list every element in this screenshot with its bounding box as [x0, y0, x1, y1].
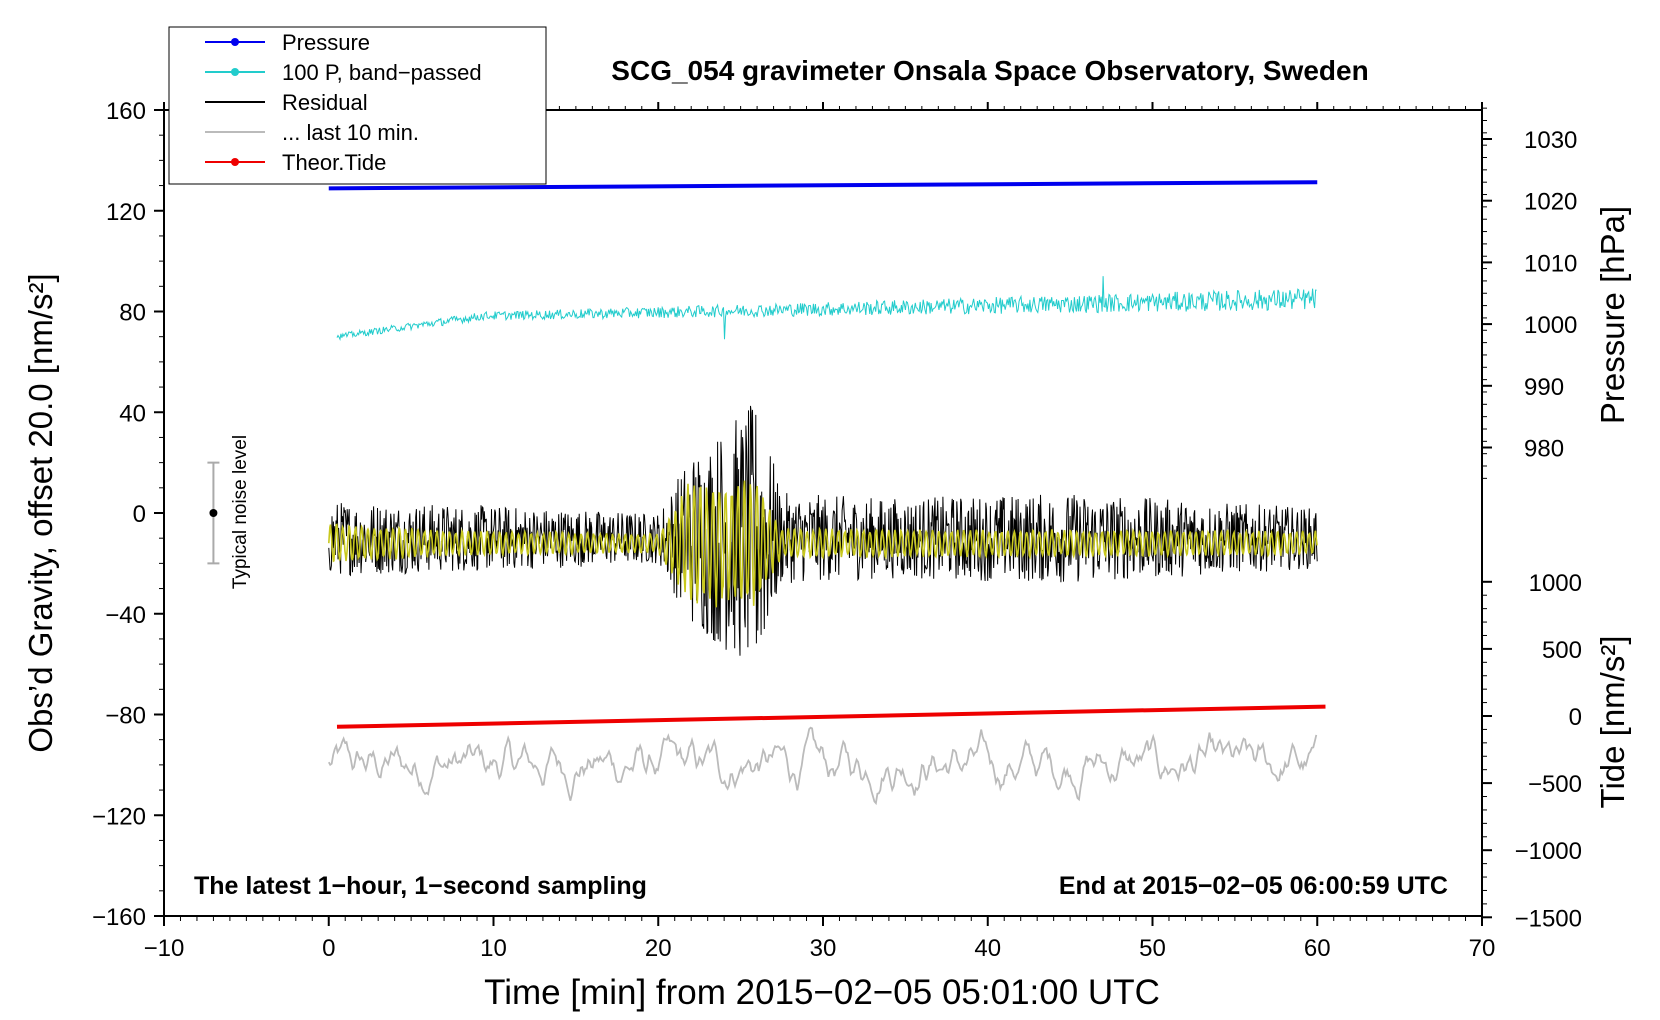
series-last-10-min	[328, 726, 1318, 806]
x-tick-label: 0	[322, 935, 335, 962]
legend-marker	[231, 38, 239, 46]
axes-layer: −10 0 10 20 30 40 50 60 70−160−120−80−4004080120…	[92, 98, 1582, 962]
chart-title: SCG_054 gravimeter Onsala Space Observat…	[611, 55, 1368, 86]
pressure-tick-label: 1010	[1524, 250, 1577, 277]
x-axis-label: Time [min] from 2015−02−05 05:01:00 UTC	[484, 973, 1160, 1012]
legend-box	[168, 26, 547, 185]
pressure-tick-label: 1020	[1524, 189, 1577, 216]
x-tick-label: 70	[1469, 935, 1496, 962]
x-tick-label: 30	[810, 935, 837, 962]
y-axis-label-pressure: Pressure [hPa]	[1594, 206, 1631, 424]
tide-tick-label: 500	[1542, 637, 1582, 664]
footer-left: The latest 1−hour, 1−second sampling	[194, 872, 647, 900]
pressure-tick-label: 1000	[1524, 312, 1577, 339]
legend-label: Residual	[282, 90, 368, 115]
y-tick-label: −120	[92, 803, 146, 830]
y-tick-label: 80	[119, 300, 146, 327]
noise-level-label: Typical noise level	[230, 435, 251, 589]
y-tick-label: −40	[105, 602, 146, 629]
x-tick-label: −10	[144, 935, 185, 962]
series-residual	[328, 405, 1318, 656]
series-layer	[207, 180, 1326, 806]
y-tick-label: −80	[105, 703, 146, 730]
y-tick-label: 40	[119, 400, 146, 427]
y-tick-label: 160	[106, 98, 146, 125]
y-tick-label: 0	[133, 501, 146, 528]
noise-bar-center	[209, 509, 218, 517]
x-tick-label: 60	[1304, 935, 1331, 962]
legend-label: Theor.Tide	[282, 150, 386, 175]
legend: Pressure 100 P, band−passed Residual ... la…	[168, 26, 547, 185]
x-tick-label: 20	[645, 935, 672, 962]
series-residual-smoothed	[328, 480, 1318, 608]
y-tick-label: 120	[106, 199, 146, 226]
tide-tick-label: −1500	[1515, 905, 1582, 932]
legend-marker	[231, 68, 239, 76]
legend-label: Pressure	[282, 30, 370, 55]
series-band-passed-pressure	[336, 276, 1317, 342]
tide-tick-label: −500	[1528, 771, 1582, 798]
x-tick-label: 10	[480, 935, 507, 962]
tide-tick-label: 1000	[1529, 570, 1582, 597]
y-tick-label: −160	[92, 904, 146, 931]
y-axis-label-tide: Tide [nm/s²]	[1594, 636, 1631, 809]
pressure-tick-label: 990	[1524, 374, 1564, 401]
footer-right: End at 2015−02−05 06:00:59 UTC	[1059, 872, 1448, 900]
tide-tick-label: −1000	[1515, 838, 1582, 865]
x-tick-label: 50	[1139, 935, 1166, 962]
y-axis-label-left: Obs’d Gravity, offset 20.0 [nm/s²]	[22, 273, 59, 752]
pressure-tick-label: 1030	[1524, 127, 1577, 154]
tide-tick-label: 0	[1569, 704, 1582, 731]
legend-items: Pressure 100 P, band−passed Residual ... la…	[205, 30, 482, 175]
series-pressure	[328, 180, 1318, 191]
pressure-tick-label: 980	[1524, 436, 1564, 463]
legend-marker	[231, 158, 239, 166]
x-tick-label: 40	[974, 935, 1001, 962]
series-theor-tide	[336, 704, 1326, 729]
legend-label: ... last 10 min.	[282, 120, 419, 145]
legend-label: 100 P, band−passed	[282, 60, 482, 85]
